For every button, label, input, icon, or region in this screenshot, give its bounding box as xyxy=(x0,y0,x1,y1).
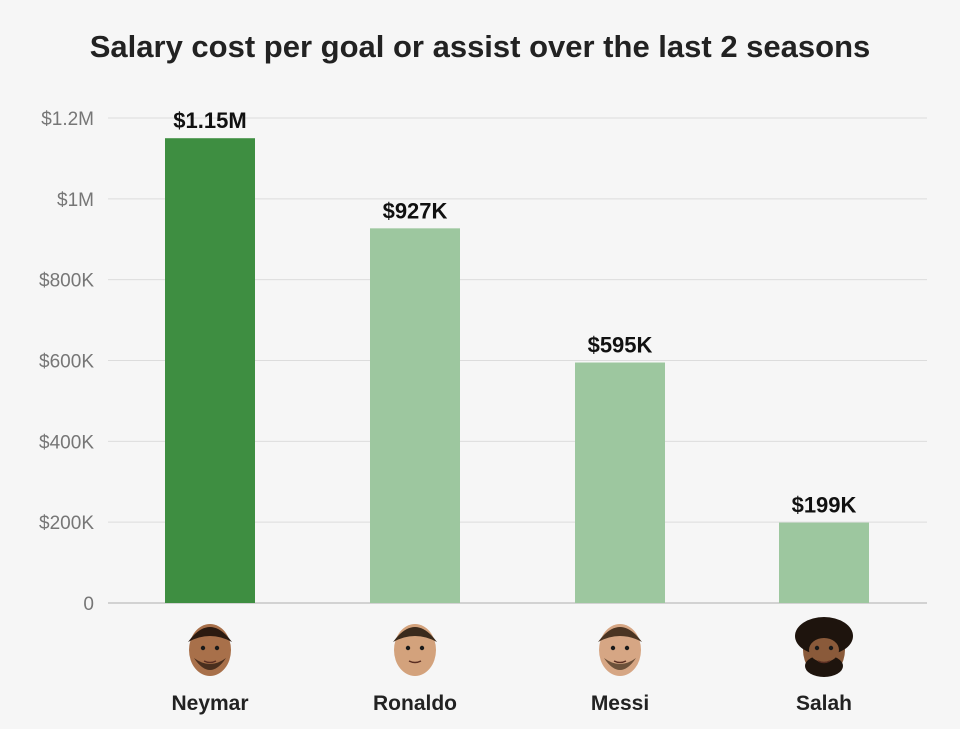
category-label-ronaldo: Ronaldo xyxy=(373,692,457,715)
y-tick-label: $800K xyxy=(39,271,94,292)
bar-ronaldo xyxy=(370,228,460,603)
x-axis-categories: Neymar Ronaldo Messi Salah xyxy=(171,692,852,715)
ronaldo-face-icon xyxy=(393,624,437,676)
messi-face-icon xyxy=(598,624,642,676)
y-axis-ticks: 0 $200K $400K $600K $800K $1M $1.2M xyxy=(39,109,94,615)
value-label-neymar: $1.15M xyxy=(173,108,246,133)
category-label-neymar: Neymar xyxy=(171,692,248,715)
value-labels: $1.15M $927K $595K $199K xyxy=(173,108,856,517)
value-label-salah: $199K xyxy=(792,493,857,518)
y-tick-label: $200K xyxy=(39,513,94,534)
player-icons xyxy=(188,617,853,677)
bar-salah xyxy=(779,522,869,603)
y-tick-label: $1.2M xyxy=(41,109,94,130)
category-label-messi: Messi xyxy=(591,692,649,715)
salah-face-icon xyxy=(795,617,853,677)
y-tick-label: $600K xyxy=(39,352,94,373)
bar-neymar xyxy=(165,138,255,604)
value-label-ronaldo: $927K xyxy=(383,198,448,223)
bars xyxy=(165,138,869,604)
value-label-messi: $595K xyxy=(588,333,653,358)
y-tick-label: 0 xyxy=(83,594,94,615)
neymar-face-icon xyxy=(188,624,232,676)
bar-messi xyxy=(575,362,665,603)
category-label-salah: Salah xyxy=(796,692,852,715)
chart-title: Salary cost per goal or assist over the … xyxy=(90,29,871,64)
y-tick-label: $1M xyxy=(57,190,94,211)
y-tick-label: $400K xyxy=(39,432,94,453)
